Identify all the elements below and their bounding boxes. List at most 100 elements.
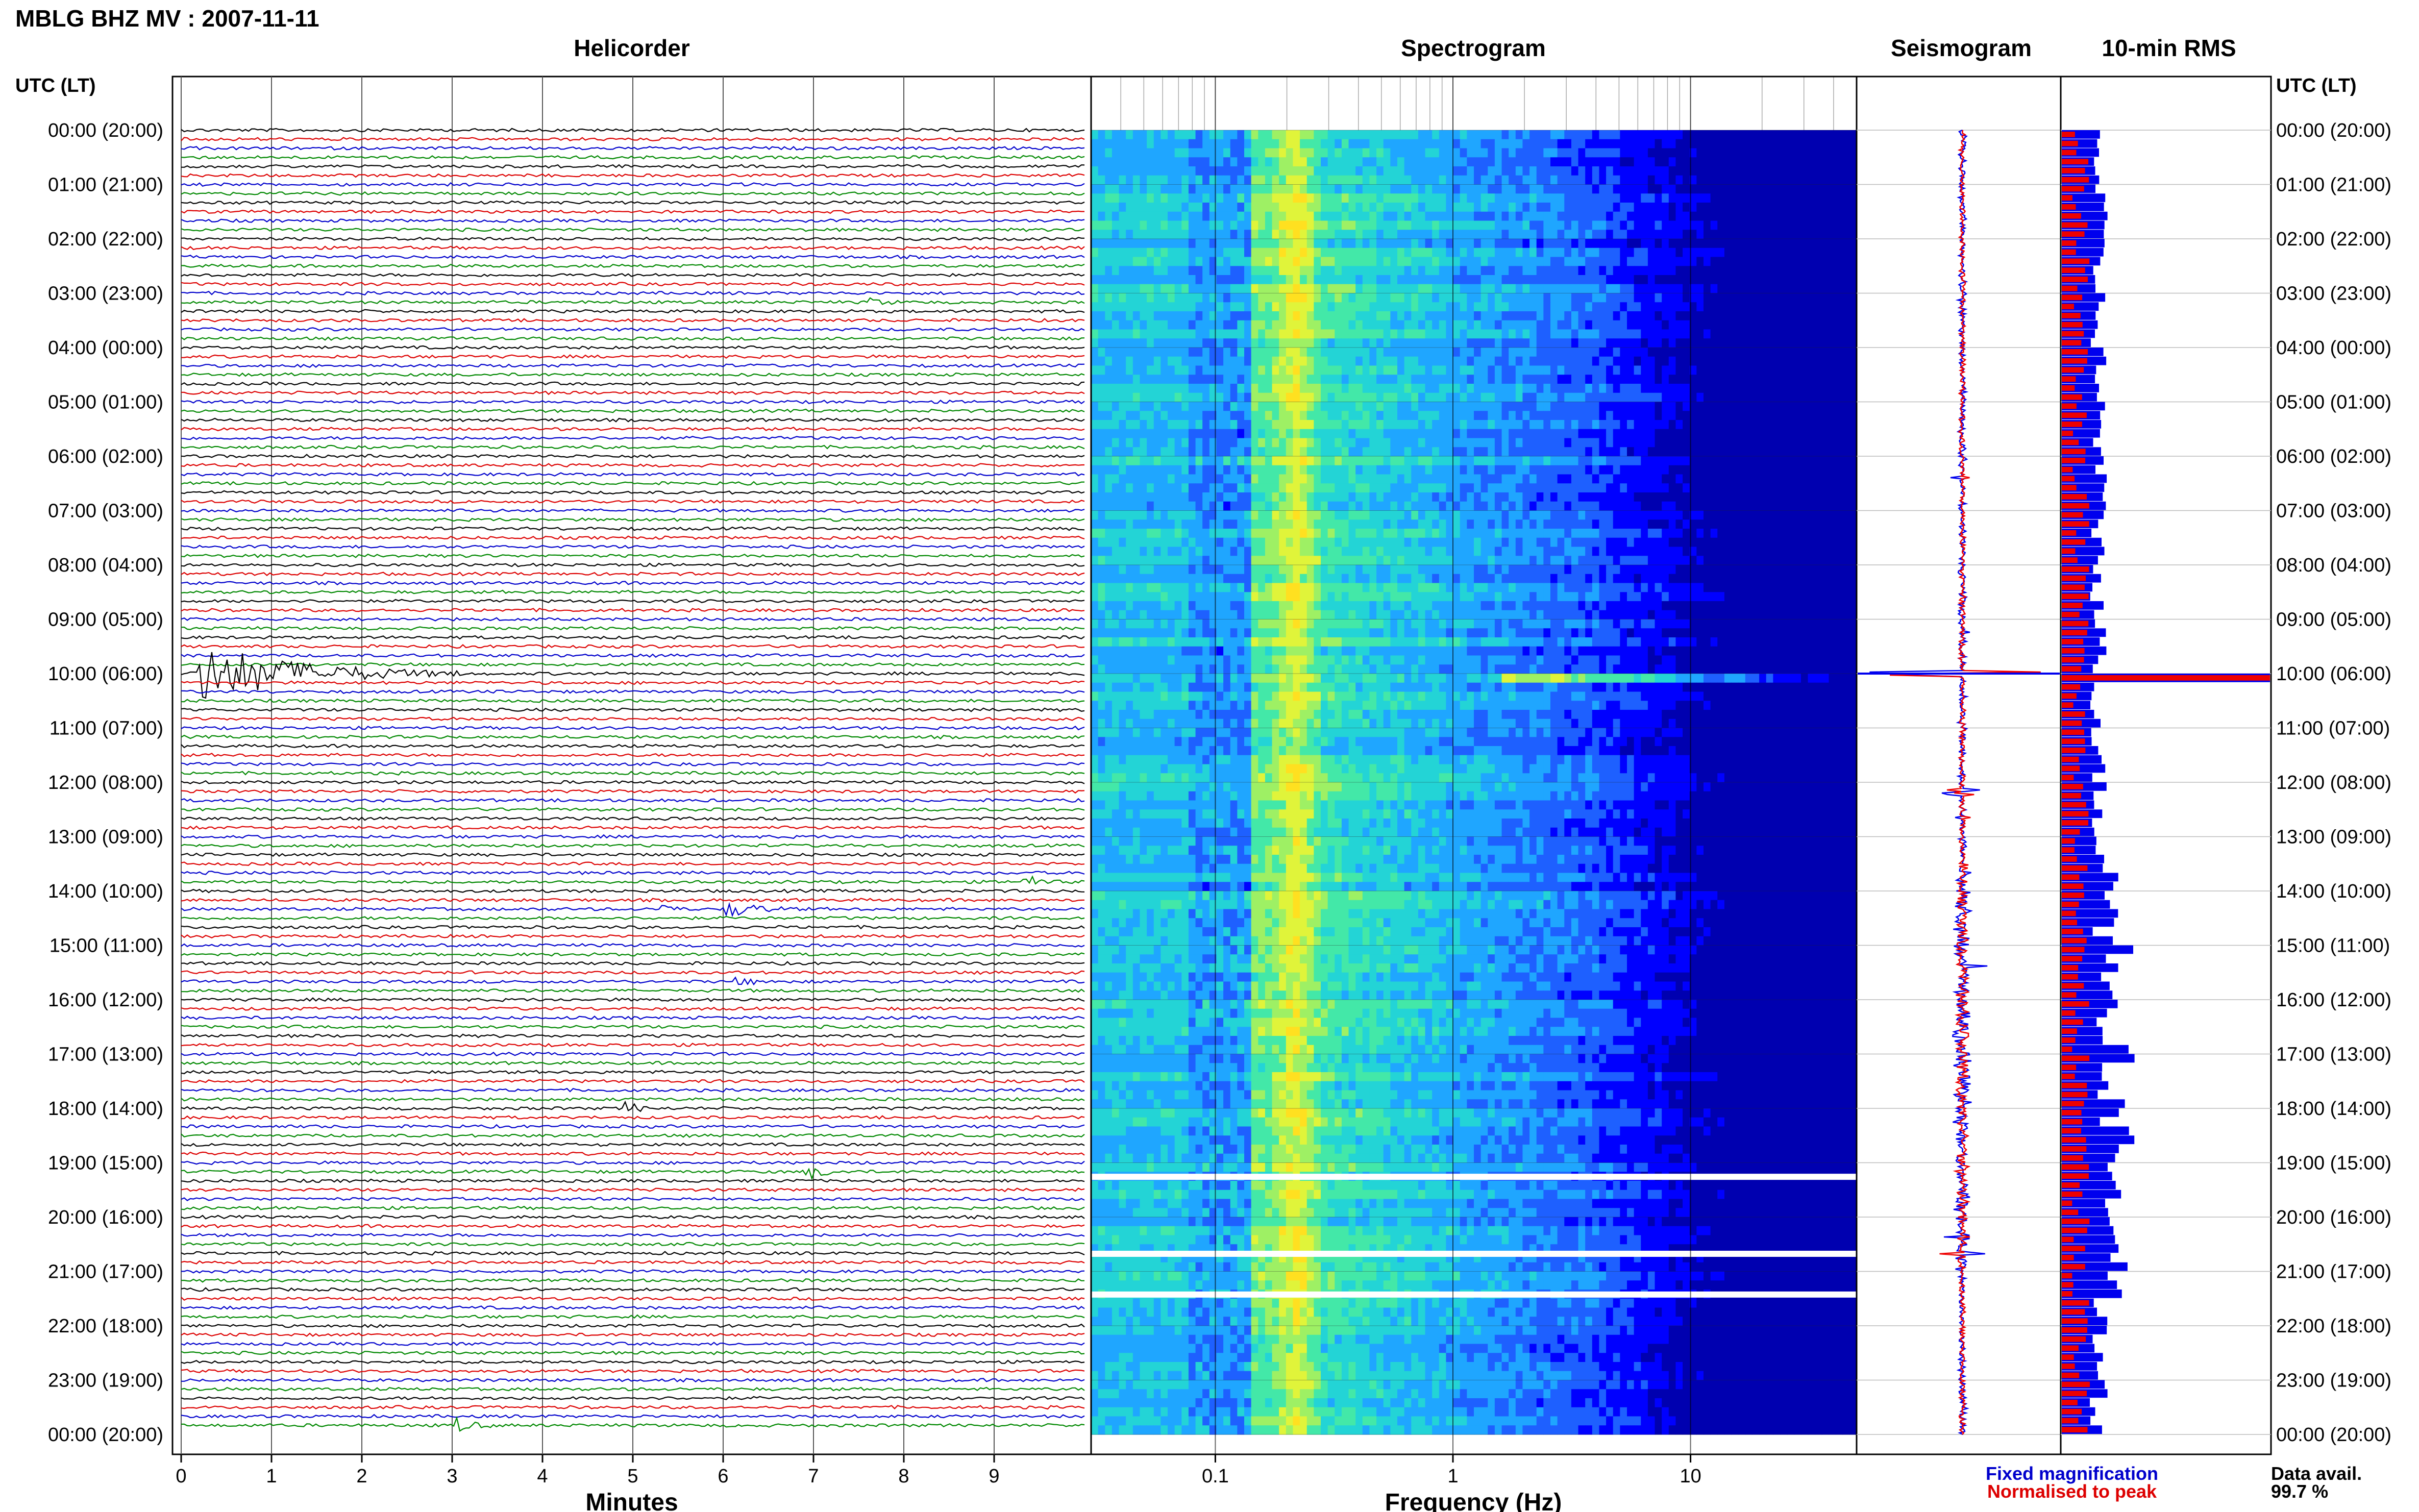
spectrogram-cell — [1314, 193, 1321, 203]
time-label-right: 08:00 (04:00) — [2276, 555, 2391, 576]
spectrogram-cell — [1522, 483, 1529, 492]
spectrogram-cell — [1307, 475, 1314, 484]
spectrogram-cell — [1376, 185, 1384, 194]
spectrogram-cell — [1161, 420, 1168, 429]
spectrogram-cell — [1119, 348, 1126, 357]
spectrogram-cell — [1244, 176, 1251, 185]
spectrogram-cell — [1766, 420, 1773, 429]
spectrogram-cell — [1592, 402, 1599, 411]
spectrogram-cell — [1550, 230, 1558, 239]
spectrogram-cell — [1543, 302, 1550, 311]
spectrogram-cell — [1321, 348, 1328, 357]
spectrogram-cell — [1390, 502, 1397, 511]
spectrogram-cell — [1537, 139, 1544, 148]
spectrogram-cell — [1425, 338, 1433, 348]
spectrogram-cell — [1808, 212, 1815, 221]
spectrogram-cell — [1154, 375, 1161, 384]
spectrogram-cell — [1181, 465, 1189, 475]
spectrogram-cell — [1196, 266, 1203, 275]
spectrogram-cell — [1105, 275, 1112, 284]
spectrogram-cell — [1495, 465, 1502, 475]
helicorder-x-tick-label: 0 — [176, 1466, 186, 1487]
spectrogram-cell — [1335, 357, 1342, 366]
spectrogram-cell — [1571, 475, 1578, 484]
spectrogram-cell — [1516, 130, 1523, 139]
spectrogram-cell — [1147, 203, 1154, 212]
spectrogram-cell — [1467, 157, 1474, 166]
spectrogram-cell — [1543, 311, 1550, 320]
spectrogram-cell — [1585, 366, 1592, 375]
spectrogram-cell — [1829, 193, 1836, 203]
spectrogram-cell — [1613, 275, 1620, 284]
spectrogram-cell — [1585, 483, 1592, 492]
spectrogram-cell — [1669, 203, 1676, 212]
spectrogram-cell — [1418, 366, 1425, 375]
spectrogram-cell — [1509, 357, 1516, 366]
spectrogram-cell — [1578, 366, 1586, 375]
spectrogram-cell — [1529, 275, 1537, 284]
spectrogram-cell — [1439, 302, 1446, 311]
spectrogram-cell — [1578, 212, 1586, 221]
spectrogram-cell — [1669, 185, 1676, 194]
spectrogram-cell — [1328, 275, 1335, 284]
spectrogram-cell — [1119, 330, 1126, 339]
spectrogram-cell — [1752, 230, 1759, 239]
spectrogram-cell — [1732, 221, 1739, 230]
spectrogram-cell — [1168, 393, 1175, 402]
spectrogram-cell — [1446, 330, 1453, 339]
spectrogram-cell — [1724, 212, 1732, 221]
spectrogram-cell — [1558, 284, 1565, 293]
spectrogram-cell — [1516, 203, 1523, 212]
spectrogram-cell — [1196, 230, 1203, 239]
spectrogram-cell — [1196, 193, 1203, 203]
spectrogram-cell — [1822, 492, 1829, 502]
spectrogram-cell — [1634, 465, 1641, 475]
figure-title: MBLG BHZ MV : 2007-11-11 — [15, 5, 319, 32]
spectrogram-cell — [1251, 193, 1258, 203]
spectrogram-cell — [1335, 384, 1342, 393]
spectrogram-cell — [1439, 248, 1446, 257]
spectrogram-cell — [1543, 193, 1550, 203]
spectrogram-cell — [1648, 203, 1655, 212]
spectrogram-cell — [1154, 275, 1161, 284]
spectrogram-cell — [1251, 139, 1258, 148]
spectrogram-cell — [1300, 284, 1307, 293]
spectrogram-cell — [1105, 166, 1112, 176]
spectrogram-cell — [1460, 447, 1467, 456]
spectrogram-cell — [1453, 139, 1460, 148]
spectrogram-cell — [1119, 393, 1126, 402]
spectrogram-cell — [1675, 148, 1683, 158]
spectrogram-cell — [1432, 248, 1439, 257]
spectrogram-cell — [1369, 293, 1376, 303]
spectrogram-cell — [1314, 475, 1321, 484]
spectrogram-cell — [1126, 239, 1133, 248]
spectrogram-cell — [1675, 420, 1683, 429]
spectrogram-cell — [1620, 266, 1627, 275]
spectrogram-cell — [1669, 284, 1676, 293]
spectrogram-cell — [1558, 257, 1565, 266]
spectrogram-cell — [1550, 411, 1558, 420]
spectrogram-cell — [1509, 420, 1516, 429]
spectrogram-cell — [1571, 176, 1578, 185]
spectrogram-cell — [1126, 330, 1133, 339]
spectrogram-cell — [1522, 248, 1529, 257]
spectrogram-cell — [1509, 411, 1516, 420]
spectrogram-cell — [1704, 266, 1711, 275]
spectrogram-cell — [1502, 475, 1509, 484]
time-label-left: 22:00 (18:00) — [48, 1316, 163, 1337]
spectrogram-cell — [1641, 411, 1648, 420]
spectrogram-cell — [1815, 221, 1822, 230]
spectrogram-cell — [1732, 511, 1739, 520]
spectrogram-cell — [1585, 166, 1592, 176]
spectrogram-cell — [1363, 483, 1370, 492]
spectrogram-cell — [1425, 257, 1433, 266]
spectrogram-cell — [1091, 302, 1098, 311]
spectrogram-cell — [1711, 130, 1718, 139]
spectrogram-cell — [1349, 148, 1356, 158]
spectrogram-cell — [1404, 357, 1412, 366]
spectrogram-cell — [1794, 429, 1801, 438]
spectrogram-cell — [1161, 139, 1168, 148]
spectrogram-cell — [1627, 221, 1634, 230]
spectrogram-cell — [1704, 511, 1711, 520]
spectrogram-cell — [1815, 148, 1822, 158]
